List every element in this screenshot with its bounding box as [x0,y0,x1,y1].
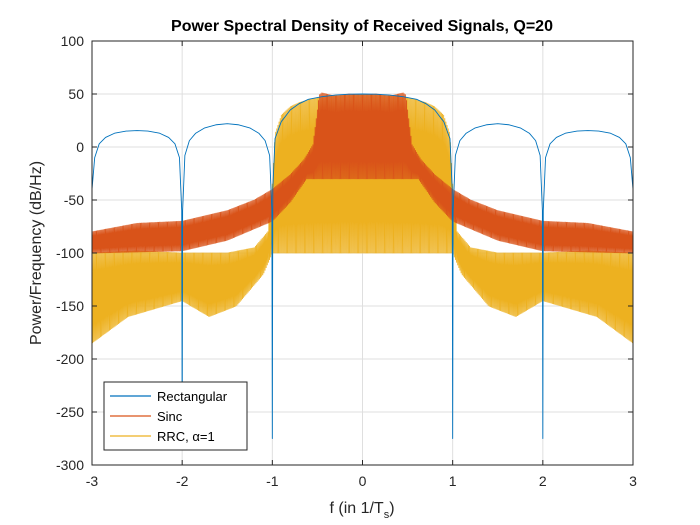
series-layer [92,92,633,439]
x-tick-label-3: 0 [359,473,367,489]
legend-label-0: Rectangular [157,389,228,404]
x-tick-label-5: 2 [539,473,547,489]
y-tick-label-7: -250 [56,404,84,420]
y-tick-label-8: -300 [56,457,84,473]
y-tick-label-3: -50 [64,192,84,208]
y-axis-label: Power/Frequency (dB/Hz) [28,161,45,345]
x-axis-label-close: ) [389,500,394,517]
x-tick-label-0: -3 [86,473,99,489]
x-axis-label-subscript: s [384,509,390,521]
y-tick-label-4: -100 [56,245,84,261]
legend-label-2: RRC, α=1 [157,429,215,444]
x-axis-label-main: f (in 1/T [329,500,383,517]
x-axis-label: f (in 1/Ts) [329,500,394,521]
x-tick-label-2: -1 [266,473,279,489]
y-tick-label-6: -200 [56,351,84,367]
chart-title: Power Spectral Density of Received Signa… [171,18,553,35]
legend-label-1: Sinc [157,409,183,424]
ticks: -3 -2 -1 0 1 2 3 100 50 0 -50 -100 -150 -200 -250 -300 [56,33,637,489]
y-tick-label-5: -150 [56,298,84,314]
x-tick-label-6: 3 [629,473,637,489]
series-rectangular [92,93,633,439]
x-tick-label-1: -2 [176,473,189,489]
legend: Rectangular Sinc RRC, α=1 [103,381,248,451]
y-tick-label-2: 0 [76,139,84,155]
y-tick-label-1: 50 [68,86,84,102]
series-line-rectangular [92,93,633,439]
x-tick-label-4: 1 [449,473,457,489]
y-tick-label-0: 100 [61,33,85,49]
